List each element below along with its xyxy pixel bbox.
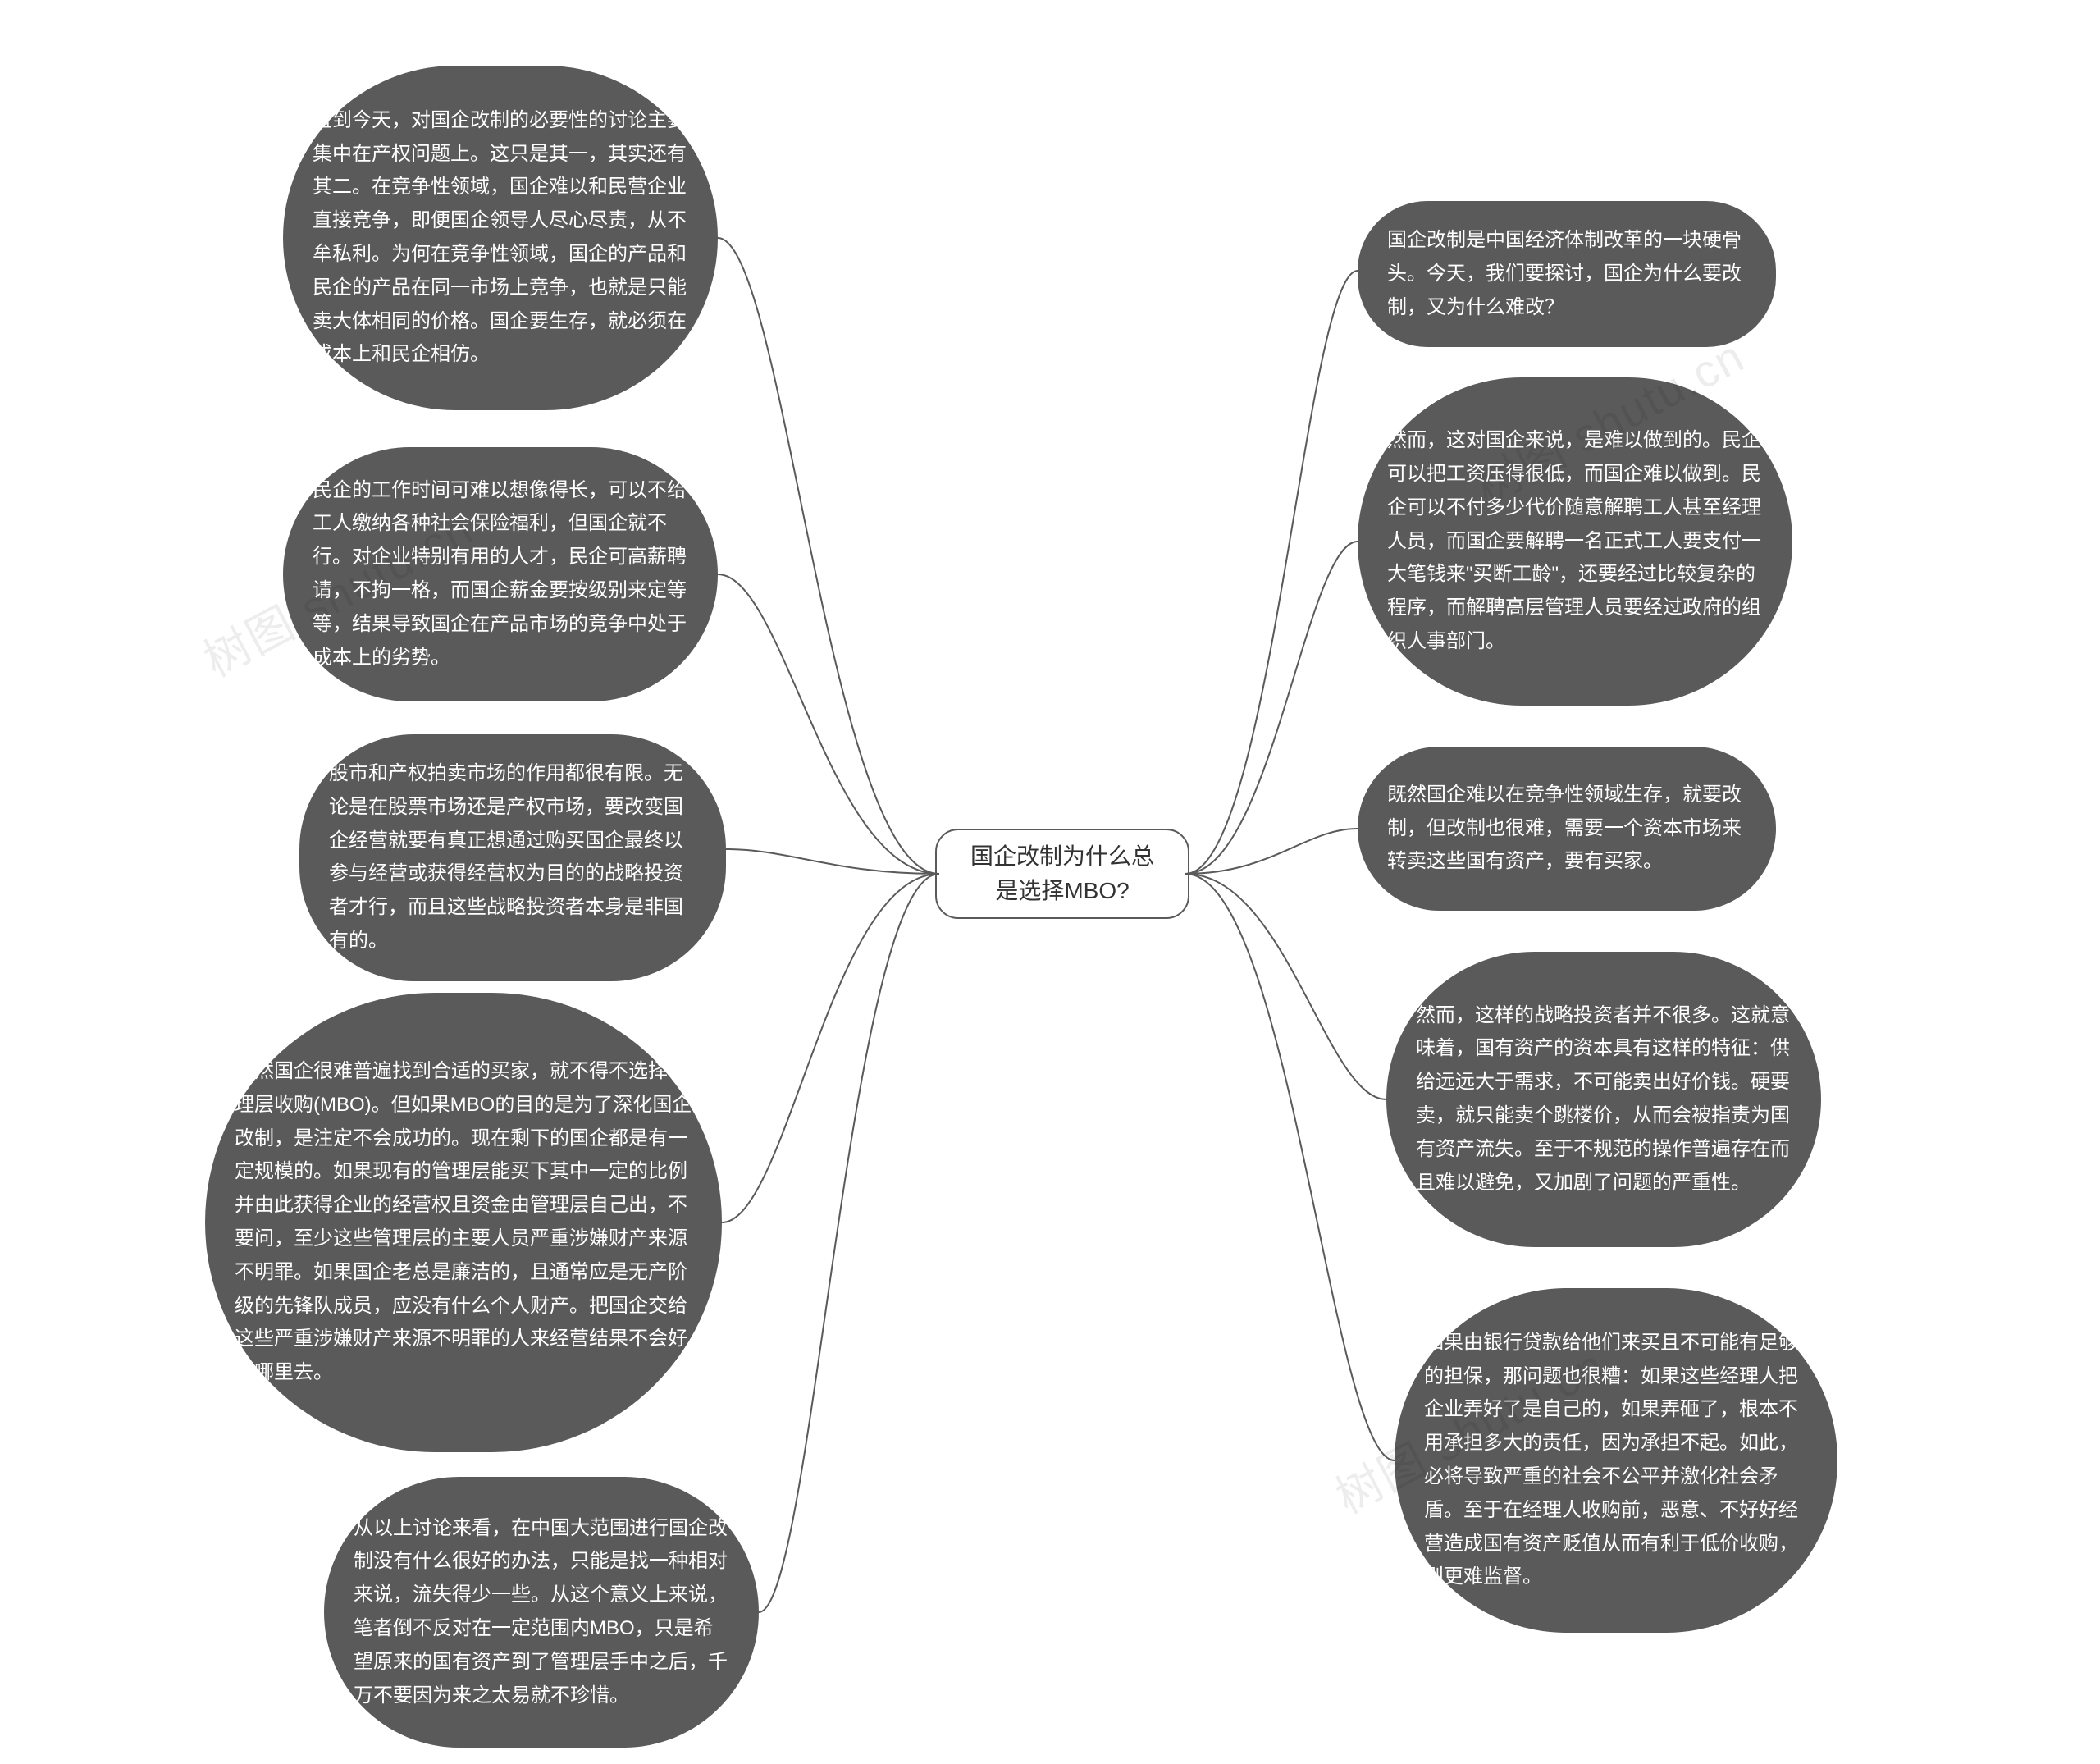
mindmap-node: 既然国企很难普遍找到合适的买家，就不得不选择管理层收购(MBO)。但如果MBO的… [205, 993, 722, 1452]
mindmap-node: 然而，这对国企来说，是难以做到的。民企可以把工资压得很低，而国企难以做到。民企可… [1358, 377, 1792, 706]
center-node: 国企改制为什么总是选择MBO? [935, 829, 1189, 919]
mindmap-node: 从以上讨论来看，在中国大范围进行国企改制没有什么很好的办法，只能是找一种相对来说… [324, 1477, 759, 1748]
mindmap-node: 既然国企难以在竞争性领域生存，就要改制，但改制也很难，需要一个资本市场来转卖这些… [1358, 747, 1776, 911]
connector [1185, 874, 1386, 1099]
connector [718, 238, 939, 874]
mindmap-node-text: 从以上讨论来看，在中国大范围进行国企改制没有什么很好的办法，只能是找一种相对来说… [354, 1512, 729, 1713]
mindmap-node-text: 然而，这样的战略投资者并不很多。这就意味着，国有资产的资本具有这样的特征：供给远… [1416, 999, 1792, 1200]
mindmap-node: 如果由银行贷款给他们来买且不可能有足够的担保，那问题也很糟：如果这些经理人把企业… [1395, 1288, 1838, 1633]
mindmap-node-text: 股市和产权拍卖市场的作用都很有限。无论是在股票市场还是产权市场，要改变国企经营就… [329, 757, 696, 958]
connector [1185, 874, 1395, 1460]
connector [759, 874, 939, 1612]
mindmap-node-text: 如果由银行贷款给他们来买且不可能有足够的担保，那问题也很糟：如果这些经理人把企业… [1424, 1327, 1808, 1594]
mindmap-node: 国企改制是中国经济体制改革的一块硬骨头。今天，我们要探讨，国企为什么要改制，又为… [1358, 201, 1776, 347]
connector [718, 574, 939, 874]
mindmap-node: 民企的工作时间可难以想像得长，可以不给工人缴纳各种社会保险福利，但国企就不行。对… [283, 447, 718, 701]
connector [726, 849, 939, 874]
mindmap-node-text: 然而，这对国企来说，是难以做到的。民企可以把工资压得很低，而国企难以做到。民企可… [1387, 424, 1763, 659]
connector [722, 874, 939, 1222]
connector [1185, 829, 1358, 874]
mindmap-node: 然而，这样的战略投资者并不很多。这就意味着，国有资产的资本具有这样的特征：供给远… [1386, 952, 1821, 1247]
mindmap-node: 直到今天，对国企改制的必要性的讨论主要集中在产权问题上。这只是其一，其实还有其二… [283, 66, 718, 410]
center-node-text: 国企改制为什么总是选择MBO? [960, 839, 1165, 908]
mindmap-node-text: 国企改制是中国经济体制改革的一块硬骨头。今天，我们要探讨，国企为什么要改制，又为… [1387, 224, 1746, 324]
mindmap-node-text: 民企的工作时间可难以想像得长，可以不给工人缴纳各种社会保险福利，但国企就不行。对… [313, 474, 688, 675]
mindmap-node: 股市和产权拍卖市场的作用都很有限。无论是在股票市场还是产权市场，要改变国企经营就… [299, 734, 726, 981]
connector [1185, 542, 1358, 874]
mindmap-node-text: 既然国企很难普遍找到合适的买家，就不得不选择管理层收购(MBO)。但如果MBO的… [235, 1055, 692, 1390]
mindmap-node-text: 直到今天，对国企改制的必要性的讨论主要集中在产权问题上。这只是其一，其实还有其二… [313, 104, 688, 372]
mindmap-node-text: 既然国企难以在竞争性领域生存，就要改制，但改制也很难，需要一个资本市场来转卖这些… [1387, 779, 1746, 879]
connector [1185, 271, 1358, 874]
